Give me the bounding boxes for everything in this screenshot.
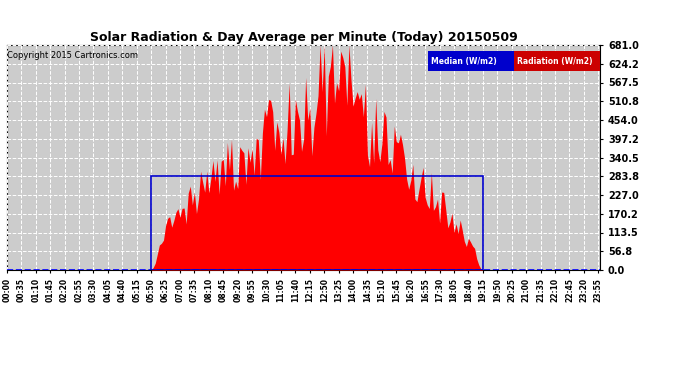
Title: Solar Radiation & Day Average per Minute (Today) 20150509: Solar Radiation & Day Average per Minute… xyxy=(90,31,518,44)
Text: Radiation (W/m2): Radiation (W/m2) xyxy=(517,57,592,66)
Text: Copyright 2015 Cartronics.com: Copyright 2015 Cartronics.com xyxy=(7,51,138,60)
Bar xyxy=(151,176,483,270)
Text: Median (W/m2): Median (W/m2) xyxy=(431,57,496,66)
